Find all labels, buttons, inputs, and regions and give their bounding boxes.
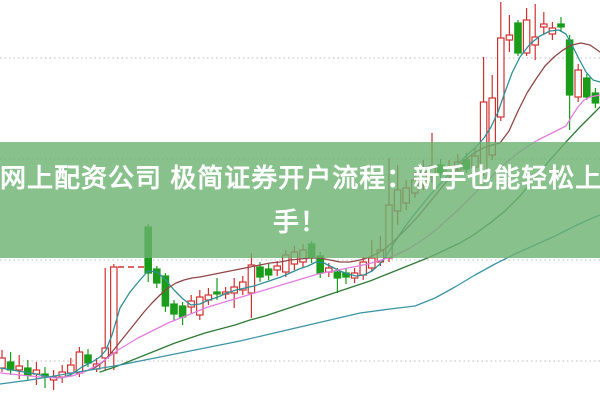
candle-up	[204, 288, 213, 305]
banner-title-line1: 网上配资公司 极简证券开户流程：新手也能轻松上	[0, 163, 600, 193]
banner-title-line2: 手！	[272, 207, 327, 237]
candle-up	[497, 2, 505, 121]
candle-down	[170, 300, 178, 320]
candle-up	[531, 4, 540, 60]
candle-down	[333, 268, 342, 293]
candle-down	[514, 20, 522, 56]
candle-down	[178, 302, 187, 325]
candle-up	[49, 370, 58, 390]
candle-up	[239, 276, 247, 295]
candle-up	[230, 278, 239, 308]
ma-fast-teal-line	[0, 29, 600, 379]
candle-up	[574, 64, 583, 102]
candle-down	[264, 264, 273, 280]
ma-maroon-line	[85, 42, 600, 372]
candle-up	[539, 12, 548, 35]
candle-up	[273, 261, 282, 276]
candle-down	[24, 360, 32, 381]
title-banner: 网上配资公司 极简证券开户流程：新手也能轻松上 手！	[0, 142, 600, 258]
candle-down	[6, 352, 15, 375]
candle-down	[582, 74, 591, 100]
candle-up	[247, 253, 256, 318]
candle-down	[557, 17, 565, 32]
candle-up	[101, 268, 110, 370]
candle-down	[213, 278, 221, 300]
candle-up	[505, 15, 514, 52]
candle-up	[196, 290, 204, 320]
candle-down	[342, 269, 350, 284]
candle-down	[591, 88, 600, 108]
candle-down	[153, 266, 161, 288]
